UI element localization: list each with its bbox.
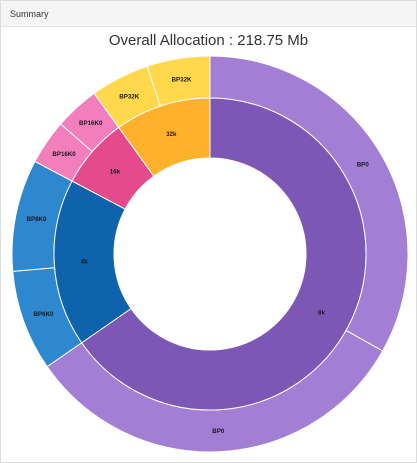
outer-ring-segment-label: BP32K [119, 94, 139, 101]
inner-ring-segment-label: 32k [166, 131, 177, 138]
inner-ring-segment-label: 16k [110, 168, 121, 175]
panel-header: Summary [1, 1, 416, 27]
inner-ring-segment-label: 4k [81, 258, 88, 265]
chart-title: Overall Allocation : 218.75 Mb [0, 32, 417, 49]
inner-ring-segment[interactable] [118, 97, 211, 177]
outer-ring-segment-label: BP32K [172, 76, 192, 83]
outer-ring-segment-label: BP6K0 [34, 311, 55, 318]
chart-title-prefix: Overall Allocation : [108, 32, 238, 49]
outer-ring-segment-label: BP0 [212, 428, 225, 435]
outer-ring-segment-label: BP0 [357, 162, 370, 169]
inner-ring-segment-label: 8k [318, 310, 325, 317]
outer-ring-segment-label: BP16K0 [52, 151, 76, 158]
outer-ring-segment-label: BP8K0 [27, 216, 48, 223]
outer-ring-segment-label: BP16K0 [79, 120, 103, 127]
chart-title-value: 218.75 Mb [237, 32, 309, 49]
inner-ring-segment[interactable] [80, 97, 367, 411]
